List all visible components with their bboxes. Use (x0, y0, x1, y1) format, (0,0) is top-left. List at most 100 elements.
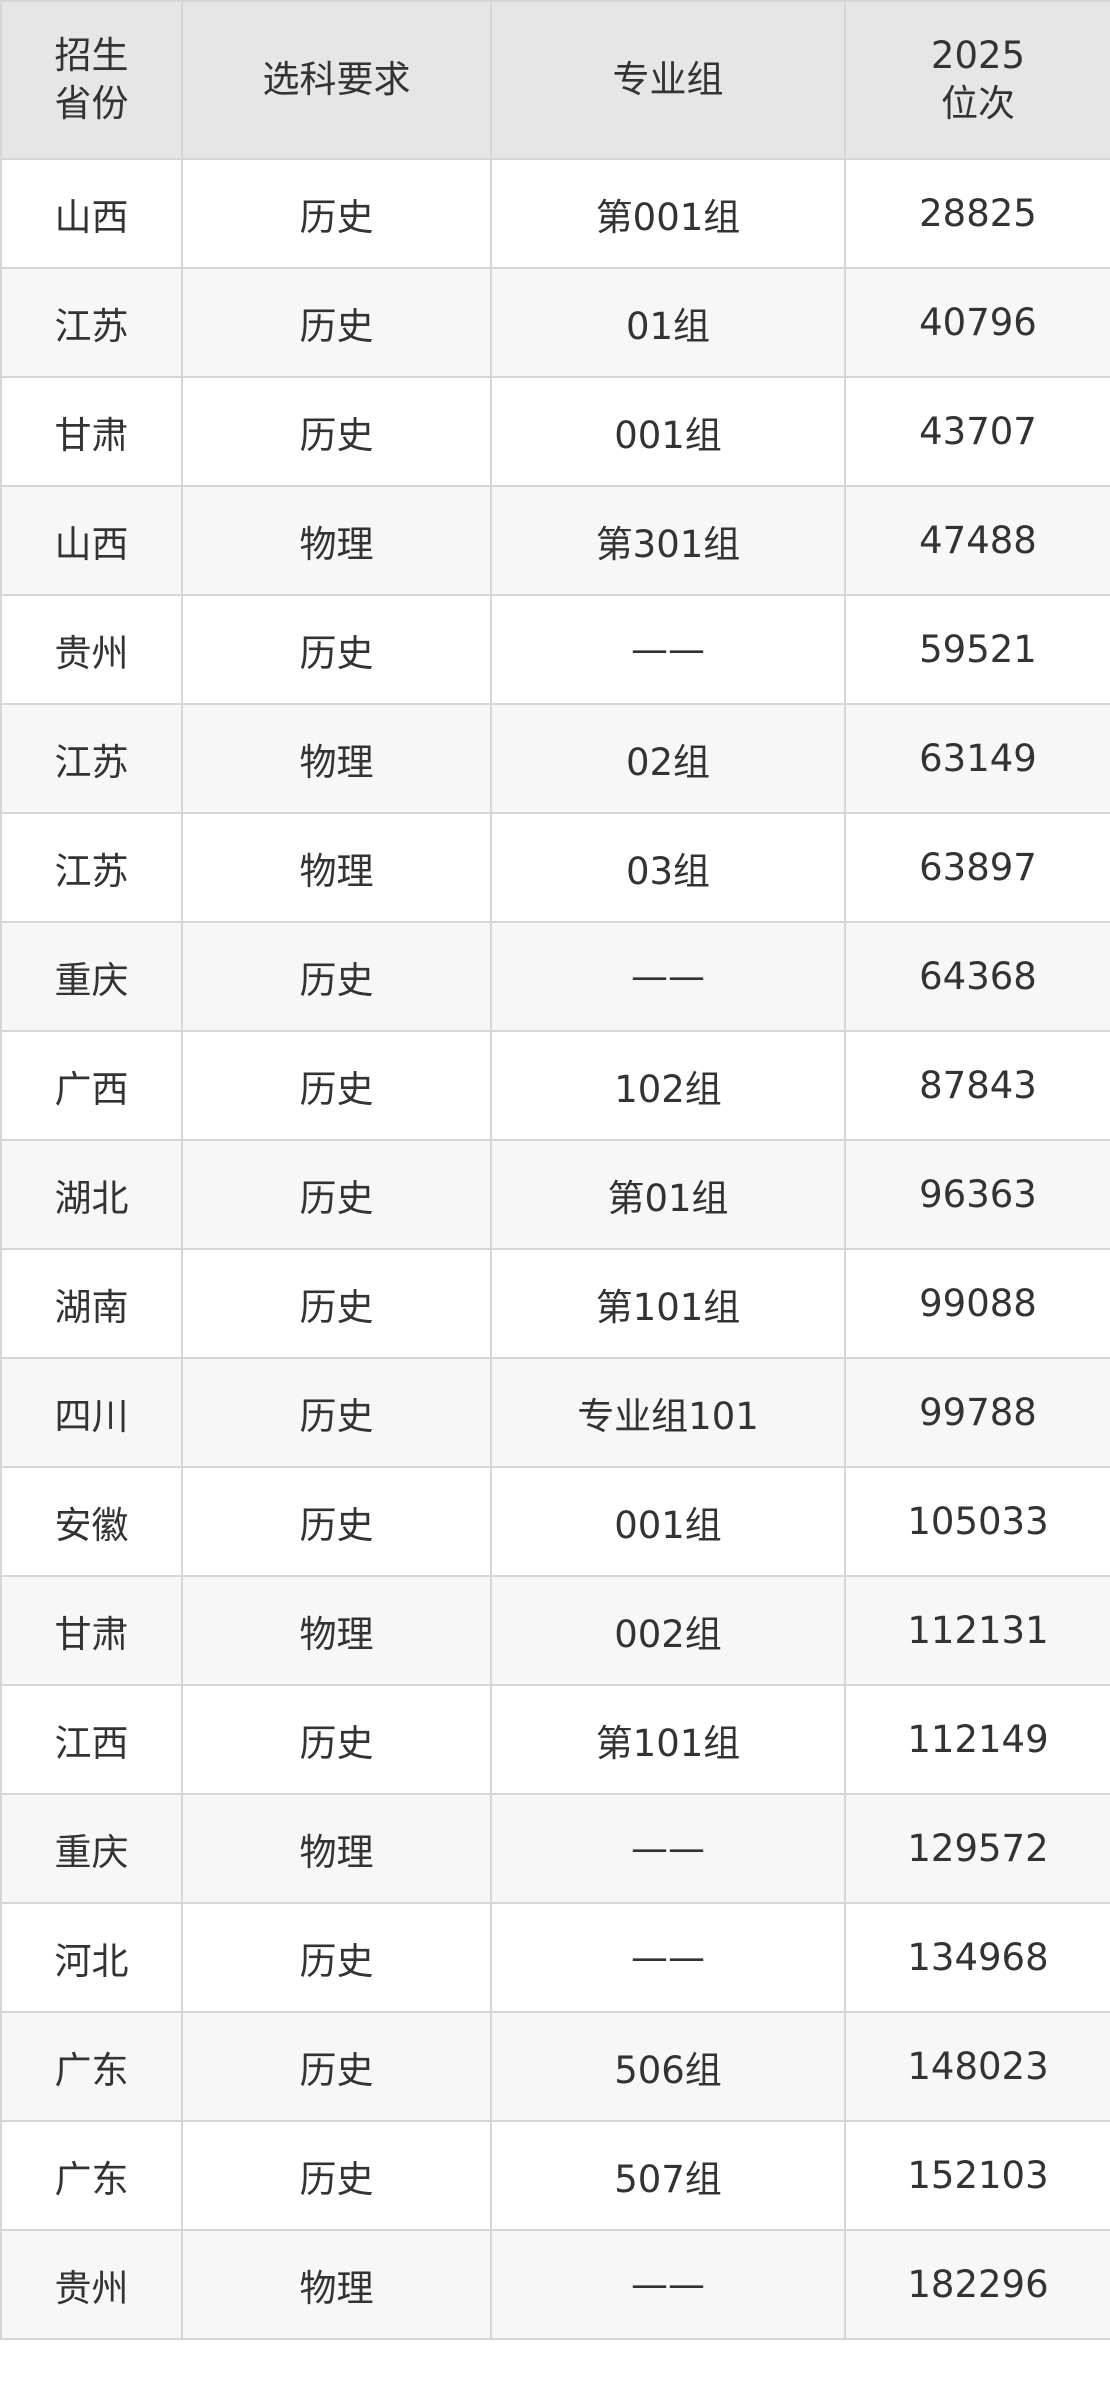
cell-rank: 134968 (844, 1902, 1110, 2013)
table-row: 江苏 物理 02组 63149 (0, 703, 1110, 814)
cell-province: 广东 (0, 2120, 183, 2231)
cell-province: 湖南 (0, 1248, 183, 1359)
cell-rank: 64368 (844, 921, 1110, 1032)
cell-province: 贵州 (0, 594, 183, 705)
cell-province: 山西 (0, 158, 183, 269)
cell-group: 102组 (490, 1030, 846, 1141)
cell-rank: 96363 (844, 1139, 1110, 1250)
cell-subject: 历史 (181, 1248, 492, 1359)
cell-rank: 59521 (844, 594, 1110, 705)
cell-group: 第101组 (490, 1248, 846, 1359)
cell-rank: 40796 (844, 267, 1110, 378)
cell-subject: 历史 (181, 1357, 492, 1468)
cell-rank: 28825 (844, 158, 1110, 269)
table-row: 山西 物理 第301组 47488 (0, 485, 1110, 596)
table-row: 安徽 历史 001组 105033 (0, 1466, 1110, 1577)
cell-subject: 历史 (181, 158, 492, 269)
cell-subject: 历史 (181, 2011, 492, 2122)
table-row: 重庆 物理 —— 129572 (0, 1793, 1110, 1904)
cell-rank: 99088 (844, 1248, 1110, 1359)
header-line: 省份 (54, 82, 129, 125)
cell-rank: 63897 (844, 812, 1110, 923)
table-row: 贵州 历史 —— 59521 (0, 594, 1110, 705)
cell-subject: 物理 (181, 703, 492, 814)
cell-subject: 物理 (181, 1793, 492, 1904)
cell-province: 江苏 (0, 812, 183, 923)
cell-province: 重庆 (0, 921, 183, 1032)
cell-province: 江苏 (0, 703, 183, 814)
cell-group: —— (490, 2229, 846, 2340)
header-group: 专业组 (490, 0, 846, 160)
cell-rank: 152103 (844, 2120, 1110, 2231)
cell-subject: 物理 (181, 485, 492, 596)
cell-rank: 87843 (844, 1030, 1110, 1141)
cell-subject: 历史 (181, 1030, 492, 1141)
cell-rank: 105033 (844, 1466, 1110, 1577)
cell-rank: 129572 (844, 1793, 1110, 1904)
table-header-row: 招生 省份 选科要求 专业组 2025 位次 (0, 0, 1110, 160)
cell-province: 甘肃 (0, 1575, 183, 1686)
cell-rank: 47488 (844, 485, 1110, 596)
cell-rank: 112131 (844, 1575, 1110, 1686)
cell-group: 第101组 (490, 1684, 846, 1795)
table-row: 江苏 历史 01组 40796 (0, 267, 1110, 378)
cell-rank: 63149 (844, 703, 1110, 814)
header-line: 专业组 (612, 58, 724, 101)
cell-province: 广西 (0, 1030, 183, 1141)
cell-province: 重庆 (0, 1793, 183, 1904)
cell-subject: 物理 (181, 1575, 492, 1686)
table-row: 山西 历史 第001组 28825 (0, 158, 1110, 269)
table-row: 广东 历史 507组 152103 (0, 2120, 1110, 2231)
cell-group: 02组 (490, 703, 846, 814)
cell-subject: 历史 (181, 267, 492, 378)
cell-rank: 43707 (844, 376, 1110, 487)
cell-subject: 历史 (181, 1466, 492, 1577)
cell-subject: 历史 (181, 1684, 492, 1795)
cell-group: —— (490, 921, 846, 1032)
cell-subject: 历史 (181, 2120, 492, 2231)
cell-group: 第01组 (490, 1139, 846, 1250)
table-row: 重庆 历史 —— 64368 (0, 921, 1110, 1032)
header-line: 招生 (54, 34, 129, 77)
cell-province: 贵州 (0, 2229, 183, 2340)
cell-subject: 历史 (181, 921, 492, 1032)
cell-province: 甘肃 (0, 376, 183, 487)
table-row: 甘肃 历史 001组 43707 (0, 376, 1110, 487)
cell-group: 第301组 (490, 485, 846, 596)
cell-province: 广东 (0, 2011, 183, 2122)
table-row: 江西 历史 第101组 112149 (0, 1684, 1110, 1795)
table-row: 江苏 物理 03组 63897 (0, 812, 1110, 923)
cell-province: 江苏 (0, 267, 183, 378)
table-row: 广东 历史 506组 148023 (0, 2011, 1110, 2122)
table-row: 广西 历史 102组 87843 (0, 1030, 1110, 1141)
cell-province: 河北 (0, 1902, 183, 2013)
cell-province: 湖北 (0, 1139, 183, 1250)
cell-group: 01组 (490, 267, 846, 378)
table-row: 甘肃 物理 002组 112131 (0, 1575, 1110, 1686)
cell-subject: 历史 (181, 594, 492, 705)
cell-province: 江西 (0, 1684, 183, 1795)
cell-rank: 182296 (844, 2229, 1110, 2340)
header-line: 2025 (930, 34, 1026, 77)
cell-province: 山西 (0, 485, 183, 596)
cell-group: —— (490, 594, 846, 705)
cell-rank: 112149 (844, 1684, 1110, 1795)
cell-rank: 148023 (844, 2011, 1110, 2122)
table-row: 四川 历史 专业组101 99788 (0, 1357, 1110, 1468)
table-row: 贵州 物理 —— 182296 (0, 2229, 1110, 2340)
cell-subject: 历史 (181, 1139, 492, 1250)
cell-subject: 历史 (181, 376, 492, 487)
header-line: 选科要求 (262, 58, 411, 101)
cell-subject: 历史 (181, 1902, 492, 2013)
cell-group: 002组 (490, 1575, 846, 1686)
cell-group: 专业组101 (490, 1357, 846, 1468)
cell-group: 001组 (490, 376, 846, 487)
cell-group: 03组 (490, 812, 846, 923)
cell-group: 507组 (490, 2120, 846, 2231)
cell-group: 001组 (490, 1466, 846, 1577)
cell-group: 第001组 (490, 158, 846, 269)
cell-group: 506组 (490, 2011, 846, 2122)
table-row: 湖北 历史 第01组 96363 (0, 1139, 1110, 1250)
table-row: 河北 历史 —— 134968 (0, 1902, 1110, 2013)
